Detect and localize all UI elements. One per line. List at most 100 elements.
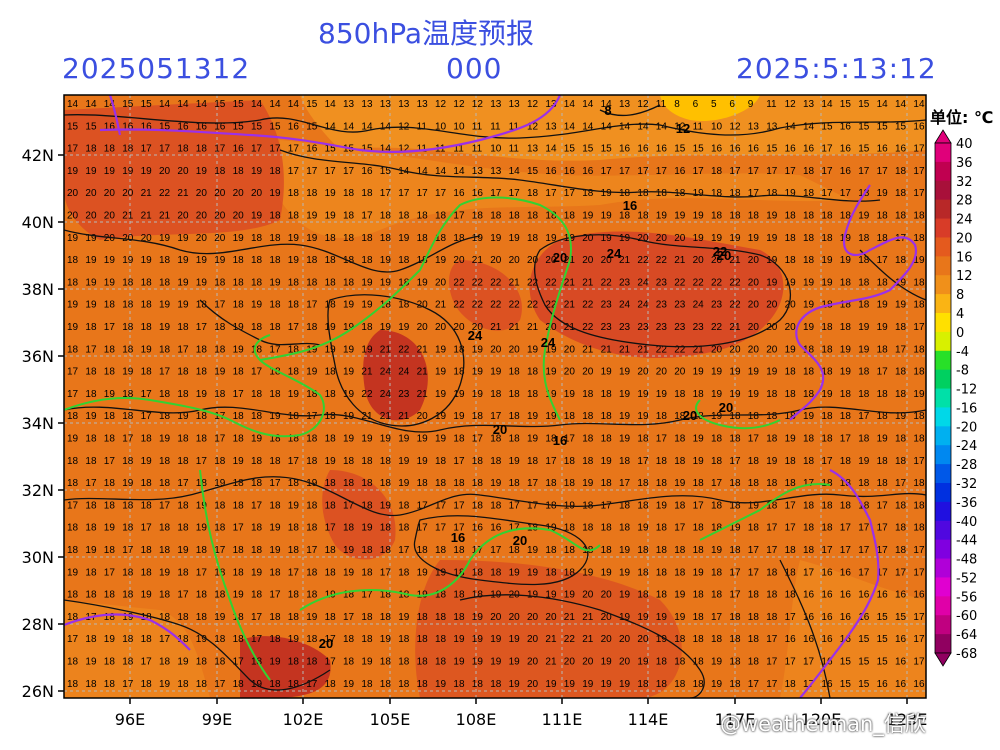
svg-text:18: 18 — [196, 545, 208, 556]
svg-text:18: 18 — [453, 434, 465, 445]
svg-text:16: 16 — [545, 166, 557, 177]
svg-text:18: 18 — [177, 567, 189, 578]
svg-text:20: 20 — [141, 233, 153, 244]
svg-text:19: 19 — [582, 567, 594, 578]
svg-text:20: 20 — [527, 679, 539, 690]
svg-text:18: 18 — [656, 478, 668, 489]
svg-text:19: 19 — [343, 322, 355, 333]
svg-text:13: 13 — [417, 99, 429, 110]
svg-text:18: 18 — [361, 612, 373, 623]
svg-text:20: 20 — [67, 211, 79, 222]
svg-text:18: 18 — [104, 612, 116, 623]
svg-text:18: 18 — [251, 255, 263, 266]
svg-text:18: 18 — [288, 188, 300, 199]
svg-text:18: 18 — [472, 500, 484, 511]
svg-text:18: 18 — [895, 255, 907, 266]
svg-text:18: 18 — [803, 367, 815, 378]
svg-text:19: 19 — [711, 545, 723, 556]
svg-text:20: 20 — [177, 166, 189, 177]
lat-label: 42N — [22, 146, 54, 165]
svg-text:17: 17 — [380, 188, 392, 199]
svg-text:19: 19 — [453, 411, 465, 422]
svg-text:18: 18 — [840, 500, 852, 511]
svg-text:17: 17 — [269, 478, 281, 489]
svg-text:15: 15 — [840, 679, 852, 690]
svg-text:17: 17 — [821, 144, 833, 155]
svg-text:19: 19 — [601, 567, 613, 578]
svg-text:19: 19 — [67, 166, 79, 177]
svg-text:20: 20 — [601, 612, 613, 623]
svg-text:18: 18 — [177, 367, 189, 378]
svg-text:20: 20 — [527, 657, 539, 668]
svg-text:18: 18 — [656, 545, 668, 556]
svg-text:21: 21 — [380, 411, 392, 422]
svg-text:19: 19 — [288, 255, 300, 266]
svg-text:18: 18 — [453, 545, 465, 556]
svg-text:18: 18 — [913, 277, 925, 288]
svg-text:18: 18 — [325, 233, 337, 244]
svg-text:15: 15 — [674, 144, 686, 155]
svg-text:18: 18 — [380, 478, 392, 489]
svg-text:18: 18 — [269, 634, 281, 645]
svg-text:22: 22 — [527, 300, 539, 311]
svg-text:17: 17 — [693, 166, 705, 177]
svg-text:19: 19 — [306, 211, 318, 222]
svg-text:12: 12 — [637, 99, 649, 110]
svg-text:18: 18 — [840, 478, 852, 489]
svg-text:16: 16 — [361, 166, 373, 177]
svg-text:18: 18 — [288, 545, 300, 556]
color-legend: 4036322824201612840-4-8-12-16-20-24-28-3… — [934, 129, 977, 667]
svg-text:17: 17 — [67, 634, 79, 645]
svg-text:17: 17 — [251, 367, 263, 378]
svg-text:18: 18 — [233, 166, 245, 177]
svg-text:20: 20 — [453, 255, 465, 266]
legend-level-label: 20 — [956, 231, 973, 246]
svg-text:13: 13 — [803, 99, 815, 110]
svg-text:18: 18 — [361, 679, 373, 690]
legend-swatch — [935, 256, 951, 276]
svg-text:20: 20 — [490, 255, 502, 266]
svg-text:19: 19 — [803, 300, 815, 311]
legend-level-label: 8 — [956, 288, 964, 303]
svg-text:17: 17 — [913, 144, 925, 155]
svg-text:18: 18 — [711, 434, 723, 445]
svg-text:19: 19 — [729, 389, 741, 400]
svg-text:19: 19 — [104, 166, 116, 177]
svg-text:18: 18 — [490, 567, 502, 578]
svg-text:19: 19 — [748, 233, 760, 244]
svg-text:18: 18 — [269, 233, 281, 244]
svg-text:18: 18 — [711, 567, 723, 578]
svg-text:18: 18 — [269, 166, 281, 177]
svg-text:18: 18 — [306, 389, 318, 400]
svg-text:19: 19 — [122, 367, 134, 378]
svg-text:18: 18 — [214, 523, 226, 534]
svg-text:18: 18 — [582, 188, 594, 199]
svg-text:17: 17 — [233, 389, 245, 400]
svg-text:18: 18 — [85, 679, 97, 690]
svg-text:17: 17 — [159, 500, 171, 511]
svg-text:19: 19 — [619, 612, 631, 623]
svg-text:19: 19 — [748, 367, 760, 378]
svg-text:18: 18 — [803, 523, 815, 534]
svg-text:20: 20 — [472, 322, 484, 333]
svg-text:19: 19 — [545, 344, 557, 355]
svg-text:18: 18 — [398, 211, 410, 222]
svg-text:18: 18 — [122, 389, 134, 400]
svg-text:19: 19 — [67, 322, 79, 333]
svg-text:21: 21 — [582, 277, 594, 288]
svg-text:19: 19 — [729, 233, 741, 244]
svg-text:22: 22 — [545, 300, 557, 311]
svg-text:19: 19 — [895, 300, 907, 311]
contour-label: 8 — [604, 103, 611, 118]
svg-text:18: 18 — [343, 523, 355, 534]
svg-text:17: 17 — [325, 523, 337, 534]
svg-text:14: 14 — [601, 99, 613, 110]
svg-text:19: 19 — [233, 233, 245, 244]
svg-text:19: 19 — [159, 300, 171, 311]
svg-text:17: 17 — [785, 612, 797, 623]
svg-text:17: 17 — [766, 523, 778, 534]
svg-text:18: 18 — [509, 411, 521, 422]
svg-text:18: 18 — [104, 590, 116, 601]
svg-text:17: 17 — [877, 166, 889, 177]
svg-text:18: 18 — [398, 679, 410, 690]
